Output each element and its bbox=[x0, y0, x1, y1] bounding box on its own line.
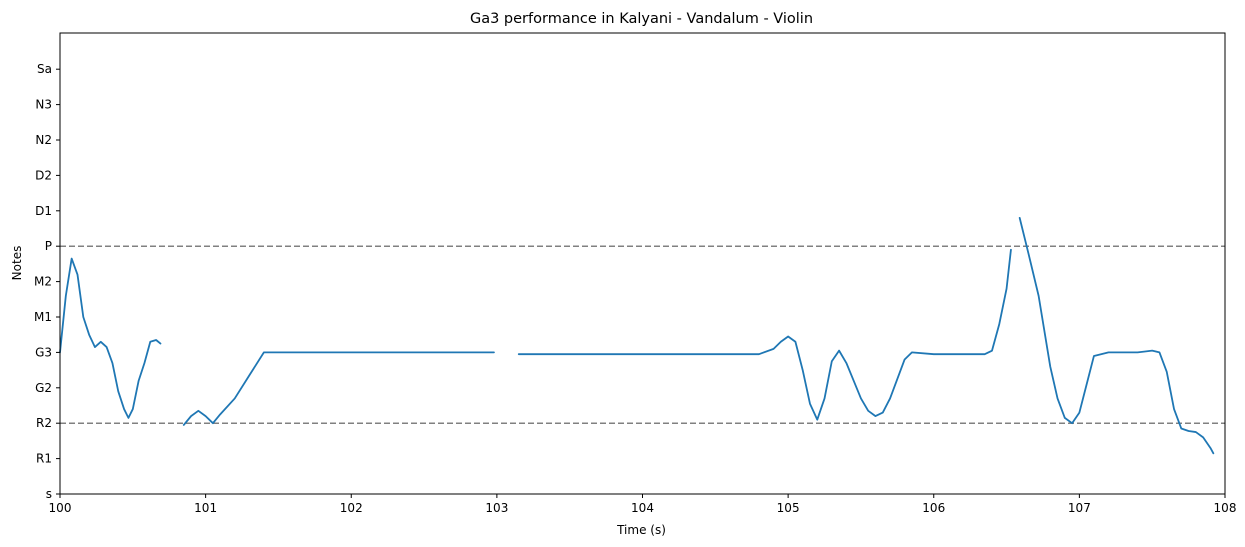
y-tick-label: N2 bbox=[35, 133, 52, 147]
x-tick-label: 101 bbox=[194, 501, 217, 515]
series-line-0 bbox=[59, 216, 1215, 455]
x-tick-label: 103 bbox=[485, 501, 508, 515]
x-tick-label: 104 bbox=[631, 501, 654, 515]
x-tick-label: 102 bbox=[340, 501, 363, 515]
y-tick-label: G2 bbox=[35, 381, 52, 395]
x-axis-label: Time (s) bbox=[616, 523, 666, 537]
y-tick-label: P bbox=[45, 239, 52, 253]
x-tick-label: 106 bbox=[922, 501, 945, 515]
y-tick-label: D2 bbox=[35, 168, 52, 182]
y-tick-label: R1 bbox=[36, 452, 52, 466]
y-tick-label: D1 bbox=[35, 204, 52, 218]
y-tick-label: R2 bbox=[36, 416, 52, 430]
x-tick-label: 108 bbox=[1214, 501, 1237, 515]
plot-area: 100 101 102 103 104 105 106 107 108 s R1 R2 G2 G3 M1 M2… bbox=[34, 32, 1237, 515]
x-tick-label: 107 bbox=[1068, 501, 1091, 515]
y-tick-label: Sa bbox=[37, 62, 52, 76]
y-axis-label: Notes bbox=[10, 246, 24, 281]
y-tick-label: M1 bbox=[34, 310, 52, 324]
x-tick-label: 100 bbox=[49, 501, 72, 515]
y-tick-label: M2 bbox=[34, 275, 52, 289]
chart-title: Ga3 performance in Kalyani - Vandalum - … bbox=[470, 11, 813, 27]
x-tick-label: 105 bbox=[777, 501, 800, 515]
y-tick-label: s bbox=[46, 487, 52, 501]
y-tick-label: N3 bbox=[35, 98, 52, 112]
y-tick-label: G3 bbox=[35, 345, 52, 359]
